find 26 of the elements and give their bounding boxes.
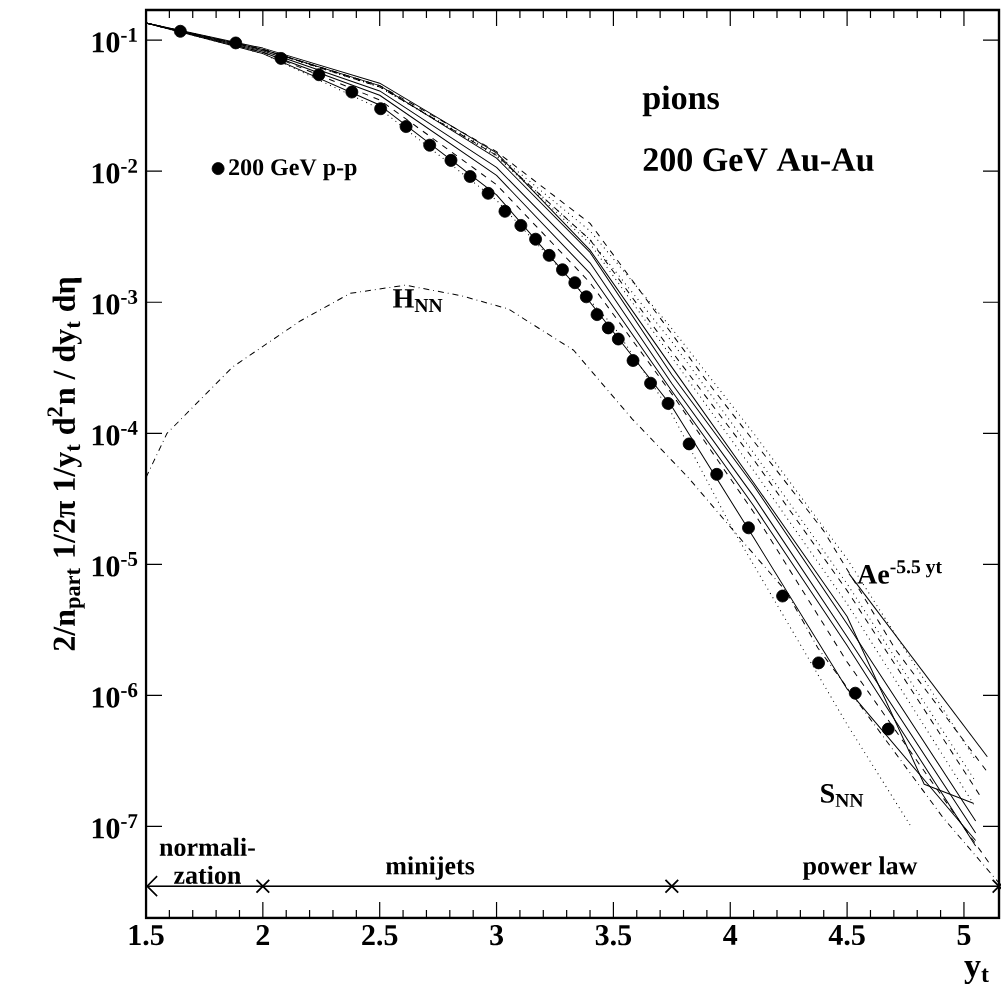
x-tick-label: 5 (957, 925, 971, 945)
x-tick-label: 1.5 (129, 925, 164, 946)
x-tick-label: 4.5 (828, 925, 865, 946)
annotation: 200 GeV Au-Au (643, 148, 874, 172)
x-tick-label: 2.5 (362, 925, 398, 946)
x-tick-label: 2 (256, 925, 270, 945)
annotation: pions (642, 85, 719, 117)
x-tick-label: 4 (723, 925, 738, 945)
annotation: minijets (385, 856, 475, 880)
y-tick-label: 10$^{-2}$ (92, 158, 138, 184)
annotation: S$_{NN}$ (821, 784, 864, 807)
text: 2/n$_{part}$ 1/2π 1/y$_{t}$ d$^{2}$n / dy$_{t}$ dη (47, 277, 85, 651)
y-tick-label: 10$^{-3}$ (92, 289, 138, 315)
x-axis-title: y$_{t}$ (964, 961, 989, 985)
y-tick-label: 10$^{-4}$ (92, 421, 138, 446)
y-tick-label: 10$^{-5}$ (92, 552, 138, 577)
y-tick-label: 10$^{-1}$ (92, 27, 137, 53)
annotation: normali- zation (159, 837, 255, 884)
annotation: power law (802, 856, 918, 880)
x-tick-label: 3.5 (595, 925, 632, 946)
x-tick-label: 3 (490, 925, 504, 946)
annotation: H$_{NN}$ (393, 289, 443, 312)
legend-label: 200 GeV p-p (229, 159, 357, 181)
y-tick-label: 10$^{-7}$ (92, 814, 138, 839)
y-tick-label: 10$^{-6}$ (92, 683, 138, 708)
annotation: Ae$^{-5.5 yt}$ (857, 560, 942, 584)
